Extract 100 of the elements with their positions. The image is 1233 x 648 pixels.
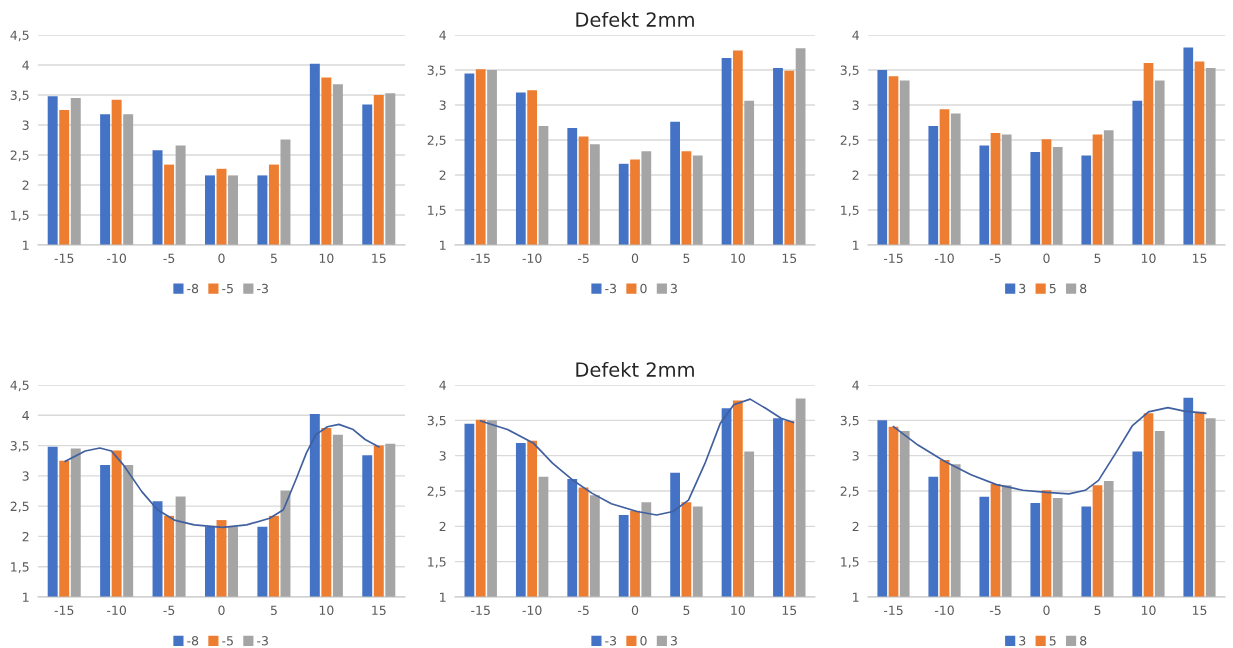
line-series [892,406,1207,495]
x-tick-label: 15 [782,253,797,264]
y-tick-label: 1 [853,592,859,602]
x-tick-label: 10 [319,605,334,616]
y-tick-label: 2,5 [427,486,446,498]
x-tick-label: 0 [218,605,225,616]
y-tick-label: 4,5 [10,30,29,42]
legend-label: 3 [670,636,677,646]
x-tick-label: 5 [683,253,690,264]
legend-label: 8 [1080,636,1087,646]
line-series [479,398,795,516]
x-tick-label: 5 [270,605,277,616]
x-tick-label: 0 [218,253,225,264]
legend-label: -5 [222,283,233,294]
legend-label: -8 [187,636,199,646]
chart-title: Defekt 2mm [576,361,694,377]
y-tick-label: 2 [852,170,859,180]
x-tick-label: -10 [107,605,127,616]
y-tick-label: 1 [440,592,446,602]
x-tick-label: 0 [631,253,639,264]
x-tick-label: -5 [163,253,175,264]
x-tick-label: 15 [1192,605,1207,616]
legend-label: 8 [1080,283,1087,294]
y-tick-label: 4,5 [10,380,29,392]
x-tick-label: 15 [782,605,797,616]
x-tick-label: 15 [1192,253,1207,264]
x-tick-label: 15 [372,253,386,264]
x-tick-label: -5 [989,253,1001,264]
x-tick-label: -5 [577,605,589,616]
y-tick-label: 4 [852,380,859,390]
y-tick-label: 3,5 [10,90,29,102]
x-tick-label: 15 [372,605,386,616]
y-tick-label: 2 [439,521,446,532]
x-tick-label: -5 [989,605,1001,616]
y-tick-label: 3 [22,120,29,130]
y-tick-label: 3,5 [10,441,29,452]
y-tick-label: 2 [22,180,29,190]
y-tick-label: 4 [852,30,859,40]
x-tick-label: -15 [471,605,490,616]
legend-label: 3 [1019,283,1026,294]
y-tick-label: 4 [439,380,446,390]
legend-label: 0 [640,636,647,646]
x-tick-label: -10 [107,253,127,264]
x-tick-label: 10 [319,253,334,264]
x-tick-label: 10 [1141,605,1156,616]
legend-label: 0 [640,283,647,294]
y-tick-label: 3,5 [840,65,859,77]
y-tick-label: 2 [22,531,29,542]
y-tick-label: 1 [23,592,29,602]
y-tick-label: 2 [852,521,859,532]
y-tick-label: 1,5 [841,557,859,568]
x-tick-label: -10 [522,253,542,264]
y-tick-label: 2,5 [10,150,29,162]
x-tick-label: -5 [163,605,175,616]
x-tick-label: 10 [1141,253,1156,264]
x-tick-label: 0 [631,605,639,616]
legend-label: -5 [222,636,233,646]
y-tick-label: 3,5 [840,415,859,427]
y-tick-label: 2,5 [427,135,446,147]
line-series [64,423,380,529]
y-tick-label: 4 [22,410,29,421]
x-tick-label: 5 [1094,253,1101,264]
y-tick-label: 3 [22,471,29,481]
x-tick-label: -15 [883,253,903,264]
x-tick-label: 5 [683,605,690,616]
y-tick-label: 1 [23,240,29,250]
chart-title: Defekt 2mm [576,11,694,27]
x-tick-label: 10 [731,253,745,264]
y-tick-label: 1 [853,240,859,250]
x-tick-label: -10 [934,605,954,616]
y-tick-label: 1,5 [11,210,29,222]
y-tick-label: 3 [439,100,446,110]
legend-label: 3 [1019,636,1026,646]
x-tick-label: -15 [471,253,490,264]
y-tick-label: 2,5 [840,486,859,498]
legend-label: 5 [1049,283,1056,294]
y-tick-label: 1,5 [11,562,29,573]
y-tick-label: 3 [852,100,859,110]
legend-label: -3 [257,636,268,646]
x-tick-label: -10 [934,253,954,264]
y-tick-label: 1 [440,240,446,250]
y-tick-label: 2,5 [10,501,29,513]
x-tick-label: -10 [522,605,542,616]
legend-label: 5 [1049,636,1056,646]
y-tick-label: 1,5 [428,557,446,568]
x-tick-label: 5 [270,253,277,264]
x-tick-label: 0 [1043,605,1050,616]
x-tick-label: -15 [883,605,903,616]
x-tick-label: 0 [1043,253,1050,264]
y-tick-label: 4 [22,60,29,70]
legend-label: -8 [187,283,199,294]
x-tick-label: 10 [731,605,745,616]
y-tick-label: 3,5 [427,65,446,77]
y-tick-label: 3 [439,451,446,461]
y-tick-label: 1,5 [841,205,859,217]
y-tick-label: 3,5 [427,415,446,427]
y-tick-label: 2 [439,170,446,180]
y-tick-label: 4 [439,30,446,40]
y-tick-label: 3 [852,451,859,461]
x-tick-label: 5 [1094,605,1101,616]
